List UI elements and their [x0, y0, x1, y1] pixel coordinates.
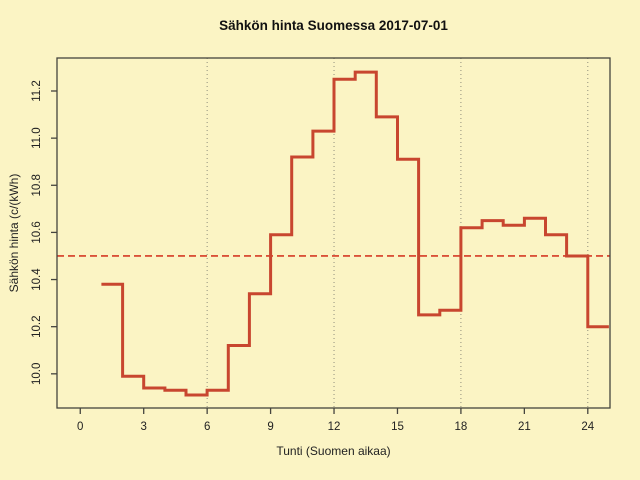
y-tick-label: 10.6 [31, 221, 43, 243]
y-axis-label: Sähkön hinta (c/(kWh) [7, 173, 21, 293]
x-tick-label: 21 [518, 421, 531, 433]
price-step-line [101, 70, 609, 397]
chart-title: Sähkön hinta Suomessa 2017-07-01 [219, 18, 448, 33]
y-tick-label: 10.8 [31, 174, 43, 196]
x-tick-label: 24 [581, 421, 594, 433]
y-tick-label: 11.2 [31, 80, 43, 102]
y-tick-label: 11.0 [31, 127, 43, 149]
x-tick-label: 3 [141, 421, 147, 433]
x-tick-label: 12 [328, 421, 341, 433]
x-tick-label: 0 [77, 421, 83, 433]
x-tick-label: 15 [391, 421, 404, 433]
x-axis-label: Tunti (Suomen aikaa) [276, 444, 391, 458]
x-tick-label: 9 [267, 421, 273, 433]
y-tick-label: 10.4 [31, 268, 43, 291]
y-tick-label: 10.2 [31, 315, 43, 337]
y-tick-label: 10.0 [31, 363, 43, 385]
x-tick-label: 18 [455, 421, 468, 433]
x-tick-label: 6 [204, 421, 210, 433]
